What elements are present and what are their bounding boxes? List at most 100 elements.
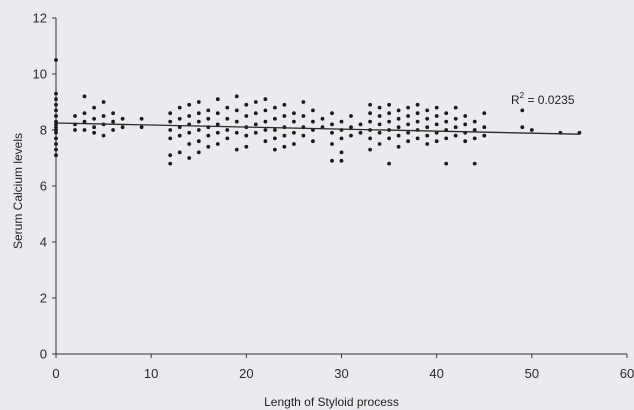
data-points xyxy=(54,58,582,166)
data-point xyxy=(234,147,239,152)
data-point xyxy=(425,108,430,113)
data-point xyxy=(187,102,192,107)
data-point xyxy=(120,116,125,121)
data-point xyxy=(472,136,477,141)
data-point xyxy=(206,133,211,138)
r-squared-base: R xyxy=(511,93,520,107)
data-point xyxy=(311,139,315,144)
data-point xyxy=(453,116,458,121)
data-point xyxy=(187,130,192,135)
data-point xyxy=(425,133,430,138)
data-point xyxy=(396,116,401,121)
data-point xyxy=(349,114,353,118)
data-point xyxy=(263,139,268,144)
data-point xyxy=(520,125,525,130)
data-point xyxy=(187,114,192,118)
data-point xyxy=(387,102,391,107)
data-point xyxy=(273,105,277,110)
data-point xyxy=(253,100,258,104)
x-axis-title: Length of Styloid process xyxy=(264,395,399,409)
data-point xyxy=(358,130,363,135)
data-point xyxy=(54,58,58,62)
data-point xyxy=(444,119,449,124)
data-point xyxy=(377,130,382,135)
data-point xyxy=(54,102,58,107)
data-point xyxy=(444,136,449,141)
data-point xyxy=(273,116,277,121)
data-point xyxy=(92,130,96,135)
data-point xyxy=(387,111,391,116)
data-point xyxy=(444,111,449,116)
data-point xyxy=(263,97,268,102)
r-squared-annotation: R2 = 0.0235 xyxy=(511,91,575,107)
data-point xyxy=(101,133,106,138)
data-point xyxy=(187,156,192,160)
data-point xyxy=(225,116,230,121)
data-point xyxy=(415,119,420,124)
data-point xyxy=(472,119,477,124)
data-point xyxy=(406,139,410,144)
data-point xyxy=(330,111,334,116)
data-point xyxy=(234,94,239,99)
data-point xyxy=(196,150,201,155)
data-point xyxy=(339,136,344,141)
data-point xyxy=(187,142,192,146)
data-point xyxy=(253,122,258,127)
data-point xyxy=(244,144,249,149)
data-point xyxy=(292,119,296,124)
data-point xyxy=(425,116,430,121)
y-tick-label: 12 xyxy=(33,11,47,26)
data-point xyxy=(434,130,439,135)
data-point xyxy=(244,133,249,138)
data-point xyxy=(101,100,106,104)
data-point xyxy=(244,114,249,118)
data-point xyxy=(406,105,410,110)
data-point xyxy=(415,111,420,116)
data-point xyxy=(206,144,211,149)
data-point xyxy=(292,130,296,135)
r-squared-value: = 0.0235 xyxy=(524,93,575,107)
x-tick-label: 60 xyxy=(620,366,634,381)
data-point xyxy=(82,119,87,124)
data-point xyxy=(196,100,201,104)
data-point xyxy=(54,114,58,118)
data-point xyxy=(273,128,277,132)
data-point xyxy=(82,94,87,99)
data-point xyxy=(54,147,58,152)
data-point xyxy=(292,142,296,146)
data-point xyxy=(206,108,211,113)
data-point xyxy=(225,105,230,110)
data-point xyxy=(54,125,58,130)
data-point xyxy=(225,136,230,141)
data-point xyxy=(54,97,58,102)
data-point xyxy=(101,114,106,118)
data-point xyxy=(396,144,401,149)
data-point xyxy=(292,111,296,116)
data-point xyxy=(396,133,401,138)
data-point xyxy=(139,116,144,121)
data-point xyxy=(339,119,344,124)
data-point xyxy=(301,114,306,118)
data-point xyxy=(482,111,487,116)
data-point xyxy=(434,139,439,144)
x-tick-label: 40 xyxy=(429,366,443,381)
data-point xyxy=(472,128,477,132)
data-point xyxy=(177,116,182,121)
data-point xyxy=(111,111,115,116)
trendline xyxy=(55,122,580,135)
data-point xyxy=(54,91,58,96)
data-point xyxy=(244,102,249,107)
data-point xyxy=(215,122,220,127)
data-point xyxy=(120,125,125,130)
data-point xyxy=(425,125,430,130)
data-point xyxy=(482,125,487,130)
data-point xyxy=(206,116,211,121)
data-point xyxy=(215,130,220,135)
data-point xyxy=(377,105,382,110)
data-point xyxy=(92,116,96,121)
data-point xyxy=(263,119,268,124)
data-point xyxy=(377,114,382,118)
data-point xyxy=(368,119,372,124)
data-point xyxy=(73,128,77,132)
